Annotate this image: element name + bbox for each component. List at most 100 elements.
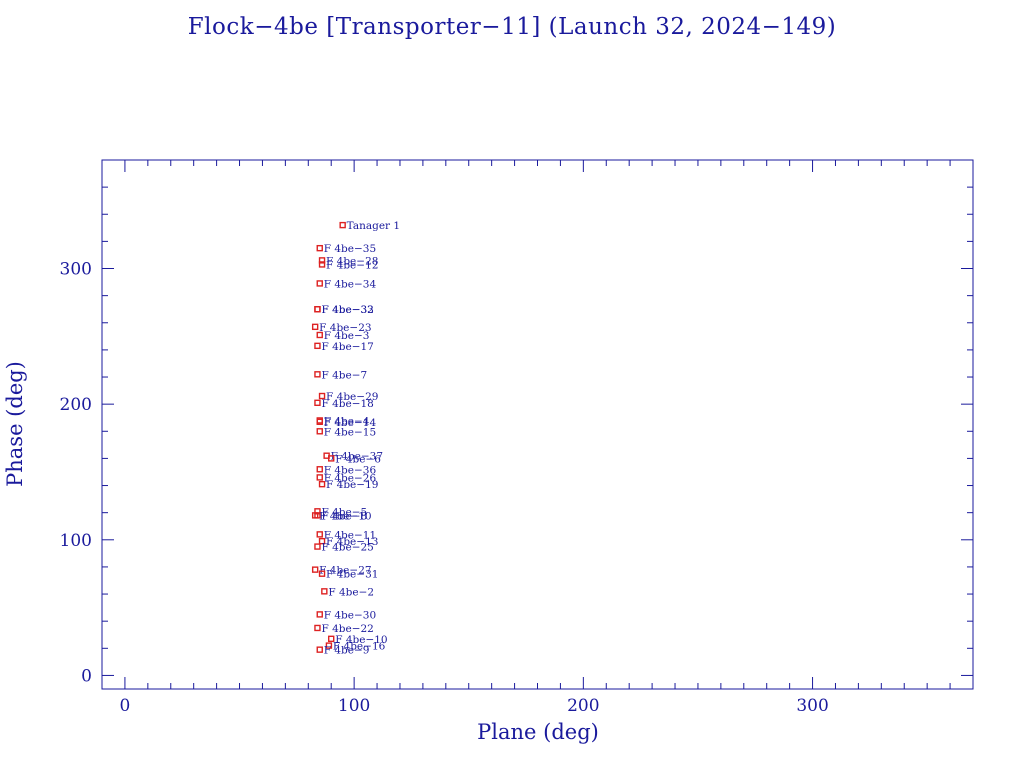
point-marker [316,280,323,287]
point-label: F 4be−16 [333,641,386,653]
tick-labels: 0 100 200 300 0 100 200 300 [60,260,829,716]
point-label: F 4be−9 [324,645,370,657]
point-label: F 4be−27 [319,565,371,577]
point-label: F 4be−4 [324,415,370,427]
point-label: F 4be−17 [321,341,373,353]
data-point: F 4be−10 [311,510,372,522]
point-label: F 4be−18 [321,398,373,410]
point-marker [314,543,321,550]
point-marker [314,306,321,313]
data-point: F 4be−35 [316,243,376,255]
data-point: F 4be−10 [328,634,388,646]
point-label: F 4be−31 [326,569,378,581]
data-point: F 4be−12 [318,259,378,271]
y-tick-label: 0 [81,666,92,686]
point-label: F 4be−28 [326,255,378,267]
point-label: F 4be−22 [321,623,373,635]
point-label: F 4be−35 [324,243,376,255]
point-marker [318,570,326,577]
point-marker [316,474,323,481]
x-axis-title: Plane (deg) [477,720,599,744]
data-point: F 4be−15 [316,426,376,438]
point-label: Tanager 1 [347,220,400,232]
y-tick-label: 200 [60,395,92,415]
point-marker [316,244,323,252]
point-marker [316,611,323,618]
data-point: F 4be−26 [316,472,377,484]
data-points: Tanager 1 F 4be−35F 4be−28F 4be−12 F 4be−3… [311,220,400,657]
point-label: F 4be−14 [324,417,377,429]
data-point: F 4be−16 [325,641,386,653]
x-tick-label: 300 [796,696,828,716]
point-marker [316,646,323,653]
point-label: F 4be−5 [321,506,367,518]
point-label: F 4be−8 [321,510,367,522]
point-label: F 4be−13 [326,536,378,548]
point-marker [316,331,323,339]
data-point: F 4be−25 [314,542,374,554]
point-marker [321,588,328,595]
point-label: F 4be−32 [321,304,373,316]
point-label: F 4be−10 [335,634,387,646]
x-tick-label: 0 [120,696,131,716]
point-label: F 4be−10 [319,510,371,522]
point-marker [314,342,321,350]
data-point: F 4be−13 [318,536,378,548]
point-label: F 4be−30 [324,609,376,621]
x-tick-label: 100 [338,696,370,716]
point-marker [316,428,323,435]
y-tick-label: 300 [60,260,92,280]
point-marker [314,624,321,632]
point-label: F 4be−3 [324,330,370,342]
data-point: F 4be−9 [316,645,370,657]
data-point: F 4be−31 [318,569,378,581]
data-point: F 4be−17 [314,341,374,353]
data-point: Tanager 1 [339,220,400,232]
data-point: F 4be−34 [316,278,377,290]
axis-ticks [102,159,974,689]
data-point: F 4be−6 [328,453,381,465]
point-marker [328,635,335,643]
point-label: F 4be−25 [321,542,373,554]
point-marker [314,399,321,406]
point-marker [311,512,319,519]
data-point: F 4be−18 [314,398,374,410]
point-label: F 4be−26 [324,472,377,484]
point-marker [311,566,319,573]
point-marker [318,257,326,264]
data-point: F 4be−11 [316,529,376,541]
x-tick-label: 200 [567,696,599,716]
point-marker [318,537,326,545]
data-point: F 4be−23 [311,322,372,334]
point-marker [316,466,323,473]
point-label: F 4be−33 [321,304,373,316]
y-tick-label: 100 [60,531,92,551]
point-label: F 4be−6 [335,453,381,465]
y-axis-title: Phase (deg) [3,361,27,487]
point-marker [328,455,335,462]
data-point: F 4be−22 [314,623,374,635]
point-label: F 4be−34 [324,278,377,290]
data-point: F 4be−30 [316,609,376,621]
data-point: F 4be−29 [318,391,378,403]
point-label: F 4be−7 [321,369,367,381]
point-marker [318,261,326,268]
point-label: F 4be−15 [324,426,376,438]
data-point: F 4be−28 [318,255,378,267]
point-marker [314,371,321,378]
point-marker [318,392,326,400]
data-point: F 4be−2 [321,586,374,598]
data-point: F 4be−3 [316,330,370,342]
point-marker [318,480,326,488]
point-label: F 4be−23 [319,322,371,334]
plot-frame [101,159,974,690]
data-point: F 4be−36 [316,464,377,476]
point-label: F 4be−36 [324,464,377,476]
chart-title: Flock−4be [Transporter−11] (Launch 32, 2… [187,14,837,40]
data-point: F 4be−7 [314,369,367,381]
point-marker [339,221,346,229]
point-label: F 4be−12 [326,259,378,271]
point-label: F 4be−37 [331,451,383,463]
point-marker [316,418,323,425]
